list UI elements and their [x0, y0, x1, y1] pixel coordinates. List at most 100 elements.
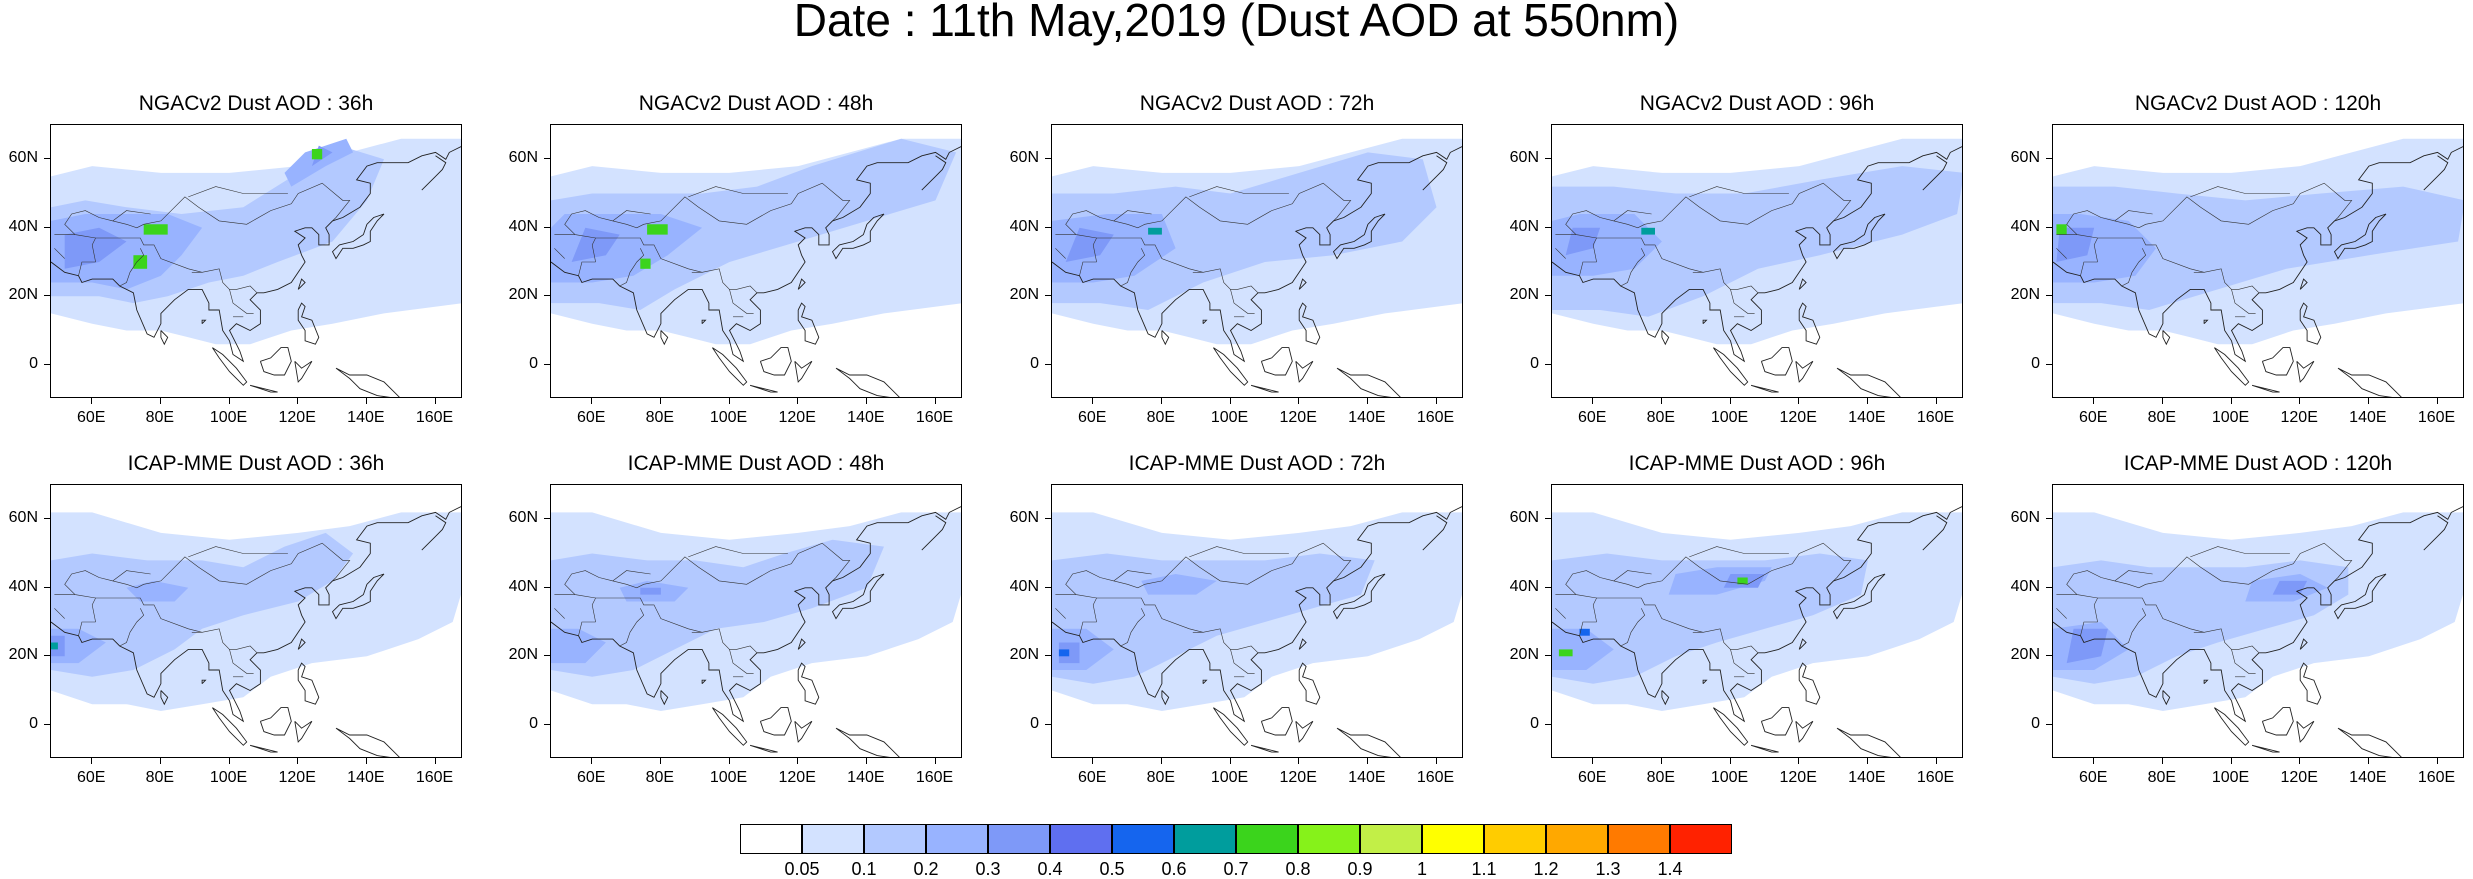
coastline [2423, 515, 2449, 551]
longitude-tick [2436, 758, 2438, 764]
country-border [1120, 248, 1146, 287]
longitude-tick-label: 120E [278, 769, 316, 786]
longitude-tick [728, 758, 730, 764]
colorbar-swatch [1112, 824, 1174, 854]
panel-title: ICAP-MME Dust AOD : 72h [1128, 452, 1386, 475]
latitude-tick [44, 158, 50, 160]
longitude-tick [1435, 758, 1437, 764]
longitude-tick-label: 60E [1077, 409, 1107, 426]
longitude-tick-label: 80E [2147, 409, 2177, 426]
longitude-tick [1366, 758, 1368, 764]
country-border [2080, 621, 2098, 636]
coastline [1661, 330, 1670, 346]
latitude-tick [1045, 363, 1051, 365]
latitude-tick-label: 40N [1509, 217, 1539, 235]
longitude-tick-label: 100E [1710, 409, 1749, 426]
longitude-tick [1298, 758, 1300, 764]
coastline [2053, 146, 2463, 363]
latitude-tick [44, 518, 50, 520]
map-frame [2052, 484, 2464, 758]
longitude-tick-label: 80E [645, 769, 675, 786]
latitude-tick-label: 0 [1030, 354, 1039, 372]
country-border [54, 608, 65, 619]
country-border [2121, 608, 2147, 647]
country-border [1189, 546, 1289, 558]
country-border [619, 608, 645, 647]
latitude-tick [2046, 723, 2052, 725]
colorbar-label: 1 [1416, 859, 1427, 879]
colorbar-label: 1.4 [1657, 859, 1683, 879]
longitude-tick-label: 100E [2211, 769, 2250, 786]
country-border [64, 182, 351, 239]
longitude-tick-label: 120E [1279, 409, 1317, 426]
country-border [2093, 597, 2260, 654]
coastline [921, 515, 947, 551]
colorbar-label: 0.2 [913, 859, 939, 879]
coastline [2162, 330, 2171, 346]
coastline [2203, 319, 2209, 325]
country-border [91, 237, 258, 294]
dust-aod-map [51, 506, 461, 757]
country-border [78, 621, 96, 636]
coastline [701, 319, 707, 325]
dust-aod-map [1552, 506, 1962, 757]
country-border [554, 608, 565, 619]
map-frame [1051, 484, 1463, 758]
longitude-tick-label: 120E [278, 409, 316, 426]
latitude-tick-label: 0 [2031, 354, 2040, 372]
coastline [51, 146, 461, 363]
latitude-tick-label: 40N [508, 217, 538, 235]
map-panel: ICAP-MME Dust AOD : 120h 60N 40N 20N 0 60E 80E… [2002, 452, 2464, 792]
longitude-tick [1798, 398, 1800, 404]
country-border [2093, 237, 2260, 294]
country-border [2080, 261, 2098, 276]
coastline [1832, 213, 1886, 260]
longitude-tick-label: 140E [847, 409, 885, 426]
aod-shaded-region [1558, 649, 1573, 657]
colorbar-label: 0.05 [784, 859, 820, 879]
map-frame [50, 484, 462, 758]
longitude-tick-label: 80E [1646, 769, 1676, 786]
country-border [112, 570, 151, 582]
longitude-tick-label: 60E [76, 769, 106, 786]
aod-shaded-region [1579, 628, 1590, 636]
latitude-tick [44, 586, 50, 588]
latitude-tick [1545, 586, 1551, 588]
map-panel: ICAP-MME Dust AOD : 96h 60N 40N 20N 0 60E 80E 1… [1501, 452, 1963, 792]
latitude-tick-label: 0 [1030, 714, 1039, 732]
aod-shaded-region [2066, 628, 2108, 664]
country-border [1579, 621, 1597, 636]
colorbar-label: 1.1 [1471, 859, 1497, 879]
latitude-tick [44, 723, 50, 725]
colorbar-swatch [802, 824, 864, 854]
longitude-tick-label: 100E [709, 769, 748, 786]
country-border [1592, 237, 1759, 294]
aod-shaded-region [571, 227, 620, 262]
colorbar-swatch [740, 824, 802, 854]
coastline [1836, 367, 1901, 397]
coastline [797, 302, 820, 345]
longitude-tick [1592, 398, 1594, 404]
country-border [612, 210, 651, 222]
country-border [2066, 182, 2353, 239]
longitude-tick [1660, 758, 1662, 764]
longitude-tick [91, 398, 93, 404]
map-panel: NGACv2 Dust AOD : 96h 60N 40N 20N 0 60E 80E 100… [1501, 92, 1963, 432]
latitude-tick-label: 0 [29, 714, 38, 732]
country-border [1079, 261, 1097, 276]
panel-title: ICAP-MME Dust AOD : 96h [1628, 452, 1886, 475]
map-frame [50, 124, 462, 398]
map-panel: NGACv2 Dust AOD : 120h 60N 40N 20N 0 60E 80E 10… [2002, 92, 2464, 432]
longitude-tick-label: 80E [2147, 769, 2177, 786]
longitude-tick-label: 120E [1779, 769, 1817, 786]
coastline [1661, 690, 1670, 706]
aod-shaded-region [640, 587, 661, 595]
coastline [201, 319, 207, 325]
longitude-tick [1092, 758, 1094, 764]
latitude-tick-label: 40N [8, 217, 38, 235]
colorbar-swatch [1236, 824, 1298, 854]
longitude-tick-label: 100E [1210, 409, 1249, 426]
coastline [1332, 573, 1386, 620]
aod-shaded-region [551, 138, 957, 310]
country-border [2114, 570, 2153, 582]
